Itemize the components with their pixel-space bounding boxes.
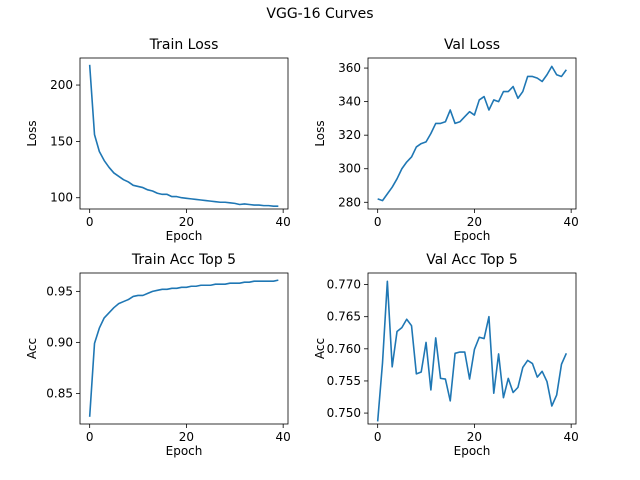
train-acc-top5-xtick-label: 20 bbox=[179, 430, 194, 444]
train-loss-xtick-label: 40 bbox=[276, 215, 291, 229]
train-loss-frame bbox=[79, 57, 289, 210]
train-loss-ytick-label: 200 bbox=[50, 78, 73, 92]
train-loss-ylabel: Loss bbox=[25, 120, 39, 146]
train-acc-top5-ylabel: Acc bbox=[25, 338, 39, 359]
train-loss-axes: Train Loss 0 20 40 100 150 200 Epoch Loss bbox=[25, 37, 291, 243]
figure-suptitle: VGG-16 Curves bbox=[266, 6, 374, 22]
val-acc-top5-xlabel: Epoch bbox=[454, 444, 491, 458]
val-acc-top5-xtick-label: 20 bbox=[467, 430, 482, 444]
val-loss-ytick-label: 340 bbox=[338, 95, 361, 109]
train-acc-top5-ytick-label: 0.95 bbox=[46, 284, 73, 298]
val-acc-top5-series-line bbox=[376, 280, 568, 422]
val-acc-top5-ytick-label: 0.760 bbox=[327, 342, 361, 356]
val-acc-top5-xtick-label: 40 bbox=[564, 430, 579, 444]
val-acc-top5-ytick-label: 0.750 bbox=[327, 406, 361, 420]
val-acc-top5-xtick-label: 0 bbox=[374, 430, 382, 444]
val-loss-xlabel: Epoch bbox=[454, 229, 491, 243]
val-loss-ytick-label: 280 bbox=[338, 195, 361, 209]
train-acc-top5-frame bbox=[79, 272, 289, 425]
train-acc-top5-axes: Train Acc Top 5 0 20 40 0.85 0.90 0.95 Epoch Acc bbox=[25, 252, 291, 458]
val-loss-frame bbox=[367, 57, 577, 210]
val-acc-top5-ylabel: Acc bbox=[313, 338, 327, 359]
val-acc-top5-frame bbox=[367, 272, 577, 425]
val-acc-top5-ytick-label: 0.770 bbox=[327, 278, 361, 292]
train-acc-top5-xtick-label: 40 bbox=[276, 430, 291, 444]
train-loss-ytick-label: 150 bbox=[50, 134, 73, 148]
val-loss-series-line bbox=[377, 65, 567, 202]
val-loss-xtick-label: 20 bbox=[467, 215, 482, 229]
train-loss-xlabel: Epoch bbox=[166, 229, 203, 243]
val-loss-ytick-label: 320 bbox=[338, 128, 361, 142]
val-loss-title: Val Loss bbox=[444, 37, 500, 53]
val-loss-ytick-label: 300 bbox=[338, 162, 361, 176]
train-loss-series-line bbox=[88, 64, 279, 207]
val-loss-axes: Val Loss 0 20 40 280 300 320 340 360 Epoch Loss bbox=[313, 37, 579, 243]
train-acc-top5-xlabel: Epoch bbox=[166, 444, 203, 458]
val-acc-top5-ytick-label: 0.755 bbox=[327, 374, 361, 388]
train-acc-top5-ytick-label: 0.90 bbox=[46, 335, 73, 349]
train-loss-ytick-label: 100 bbox=[50, 191, 73, 205]
val-loss-xtick-label: 0 bbox=[374, 215, 382, 229]
train-acc-top5-title: Train Acc Top 5 bbox=[131, 252, 236, 268]
val-loss-xtick-label: 40 bbox=[564, 215, 579, 229]
val-acc-top5-ytick-label: 0.765 bbox=[327, 310, 361, 324]
train-acc-top5-xtick-label: 0 bbox=[86, 430, 94, 444]
train-loss-title: Train Loss bbox=[149, 37, 219, 53]
train-acc-top5-ytick-label: 0.85 bbox=[46, 386, 73, 400]
val-loss-ytick-label: 360 bbox=[338, 61, 361, 75]
val-loss-ylabel: Loss bbox=[313, 120, 327, 146]
val-acc-top5-axes: Val Acc Top 5 0 20 40 0.750 0.755 0.760 0.765 0.… bbox=[313, 252, 579, 458]
train-loss-xtick-label: 20 bbox=[179, 215, 194, 229]
train-acc-top5-series-line bbox=[88, 279, 279, 417]
train-loss-xtick-label: 0 bbox=[86, 215, 94, 229]
val-acc-top5-title: Val Acc Top 5 bbox=[426, 252, 518, 268]
